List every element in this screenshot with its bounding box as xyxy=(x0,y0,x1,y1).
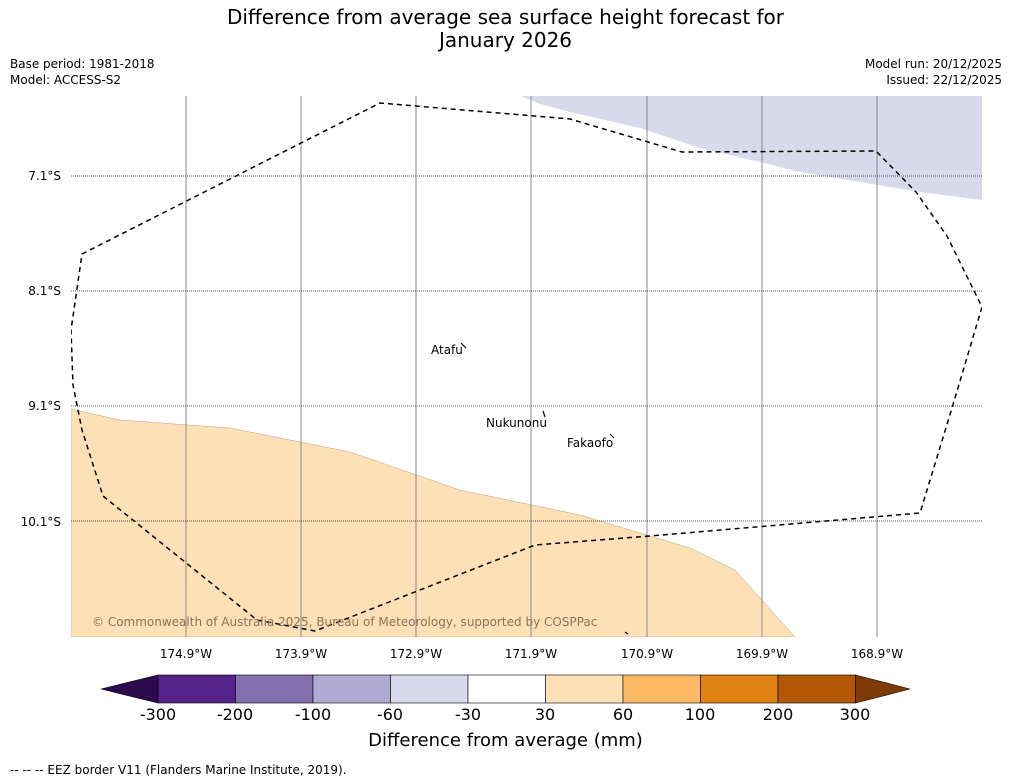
colorbar-tick-label: -200 xyxy=(216,705,254,724)
colorbar-tick-label: -300 xyxy=(139,705,177,724)
colorbar-segment xyxy=(700,674,779,704)
colorbar-tick-label: -100 xyxy=(294,705,332,724)
colorbar-segment xyxy=(235,674,314,704)
lat-label: 7.1°S xyxy=(28,169,61,183)
chart-title: Difference from average sea surface heig… xyxy=(0,6,1011,52)
issued-date: Issued: 22/12/2025 xyxy=(886,73,1002,87)
colorbar-segment xyxy=(312,674,391,704)
colorbar-segment xyxy=(390,674,469,704)
island-marker xyxy=(624,631,629,635)
lat-label: 8.1°S xyxy=(28,284,61,298)
colorbar-tick-label: 100 xyxy=(684,705,716,724)
positive-anomaly-region xyxy=(71,408,796,637)
lon-label: 174.9°W xyxy=(160,647,212,661)
colorbar-segment xyxy=(467,674,546,704)
model-run: Model run: 20/12/2025 xyxy=(864,57,1002,71)
title-line-2: January 2026 xyxy=(438,28,573,52)
colorbar-tick-label: 300 xyxy=(839,705,871,724)
colorbar-extend-high xyxy=(855,674,911,704)
fakaofo-island-marker xyxy=(609,433,615,439)
nukunonu-island-marker xyxy=(542,410,546,418)
colorbar-tick-label: -30 xyxy=(454,705,482,724)
negative-anomaly-region xyxy=(521,96,982,200)
lat-label: 10.1°S xyxy=(21,515,61,529)
colorbar-segment xyxy=(622,674,701,704)
colorbar-segment xyxy=(157,674,236,704)
model-name: Model: ACCESS-S2 xyxy=(10,73,122,87)
colorbar-segment xyxy=(777,674,856,704)
lon-label: 172.9°W xyxy=(390,647,442,661)
place-label-nukunonu: Nukunonu xyxy=(486,416,547,430)
map-area: Atafu Nukunonu Fakaofo © Commonwealth of… xyxy=(71,96,982,637)
lon-label: 171.9°W xyxy=(505,647,557,661)
atafu-island-marker xyxy=(460,342,467,349)
colorbar-tick-label: 60 xyxy=(612,705,634,724)
lon-label: 173.9°W xyxy=(275,647,327,661)
meta-left: Base period: 1981-2018 Model: ACCESS-S2 xyxy=(10,56,155,88)
lon-label: 169.9°W xyxy=(736,647,788,661)
colorbar-tick-label: -60 xyxy=(376,705,404,724)
colorbar-tick-label: 30 xyxy=(534,705,556,724)
copyright-text: © Commonwealth of Australia 2025, Bureau… xyxy=(92,615,597,629)
meta-right: Model run: 20/12/2025 Issued: 22/12/2025 xyxy=(865,56,1002,88)
lon-label: 170.9°W xyxy=(621,647,673,661)
lat-label: 9.1°S xyxy=(28,399,61,413)
colorbar-title: Difference from average (mm) xyxy=(368,730,643,751)
eez-border xyxy=(71,102,982,632)
place-label-fakaofo: Fakaofo xyxy=(567,436,613,450)
colorbar-tick-label: 200 xyxy=(762,705,794,724)
colorbar xyxy=(100,674,911,704)
colorbar-extend-low xyxy=(100,674,159,704)
lon-label: 168.9°W xyxy=(851,647,903,661)
place-label-atafu: Atafu xyxy=(431,343,463,357)
colorbar-segment xyxy=(545,674,624,704)
base-period: Base period: 1981-2018 xyxy=(10,57,155,71)
eez-footnote: -- -- -- EEZ border V11 (Flanders Marine… xyxy=(10,763,347,777)
title-line-1: Difference from average sea surface heig… xyxy=(226,5,785,29)
